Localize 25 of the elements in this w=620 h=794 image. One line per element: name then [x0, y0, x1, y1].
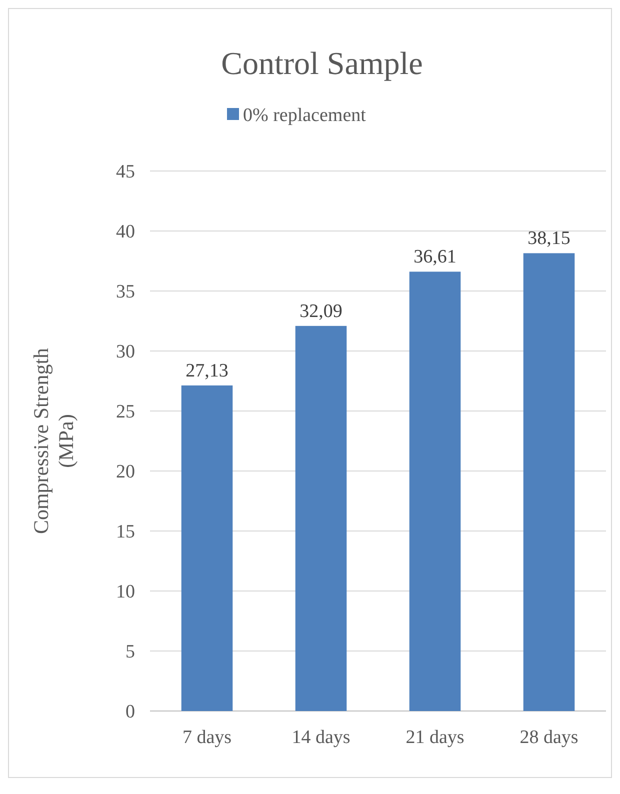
- chart-title: Control Sample: [221, 45, 423, 81]
- x-tick-label: 14 days: [292, 727, 350, 748]
- y-tick-label: 45: [116, 162, 135, 183]
- y-tick-label: 25: [116, 402, 135, 423]
- y-tick-label: 20: [116, 462, 135, 483]
- data-label: 36,61: [414, 246, 456, 268]
- y-tick-label: 35: [116, 282, 135, 303]
- legend-label: 0% replacement: [243, 105, 367, 126]
- bar: [295, 326, 347, 711]
- bar: [523, 253, 575, 711]
- y-axis-title: Compressive Strength (MPa): [29, 347, 78, 534]
- x-tick-label: 7 days: [182, 727, 232, 748]
- y-tick-label: 0: [126, 702, 135, 723]
- y-tick-label: 15: [116, 522, 135, 543]
- y-tick-label: 40: [116, 222, 135, 243]
- data-label: 27,13: [186, 360, 228, 382]
- bar: [181, 385, 233, 711]
- y-tick-label: 10: [116, 582, 135, 603]
- y-tick-label: 5: [126, 642, 135, 663]
- x-tick-label: 21 days: [406, 727, 464, 748]
- y-tick-label: 30: [116, 342, 135, 363]
- data-label: 32,09: [300, 300, 342, 322]
- data-label: 38,15: [528, 228, 570, 250]
- x-tick-label: 28 days: [520, 727, 578, 748]
- bar: [409, 272, 461, 711]
